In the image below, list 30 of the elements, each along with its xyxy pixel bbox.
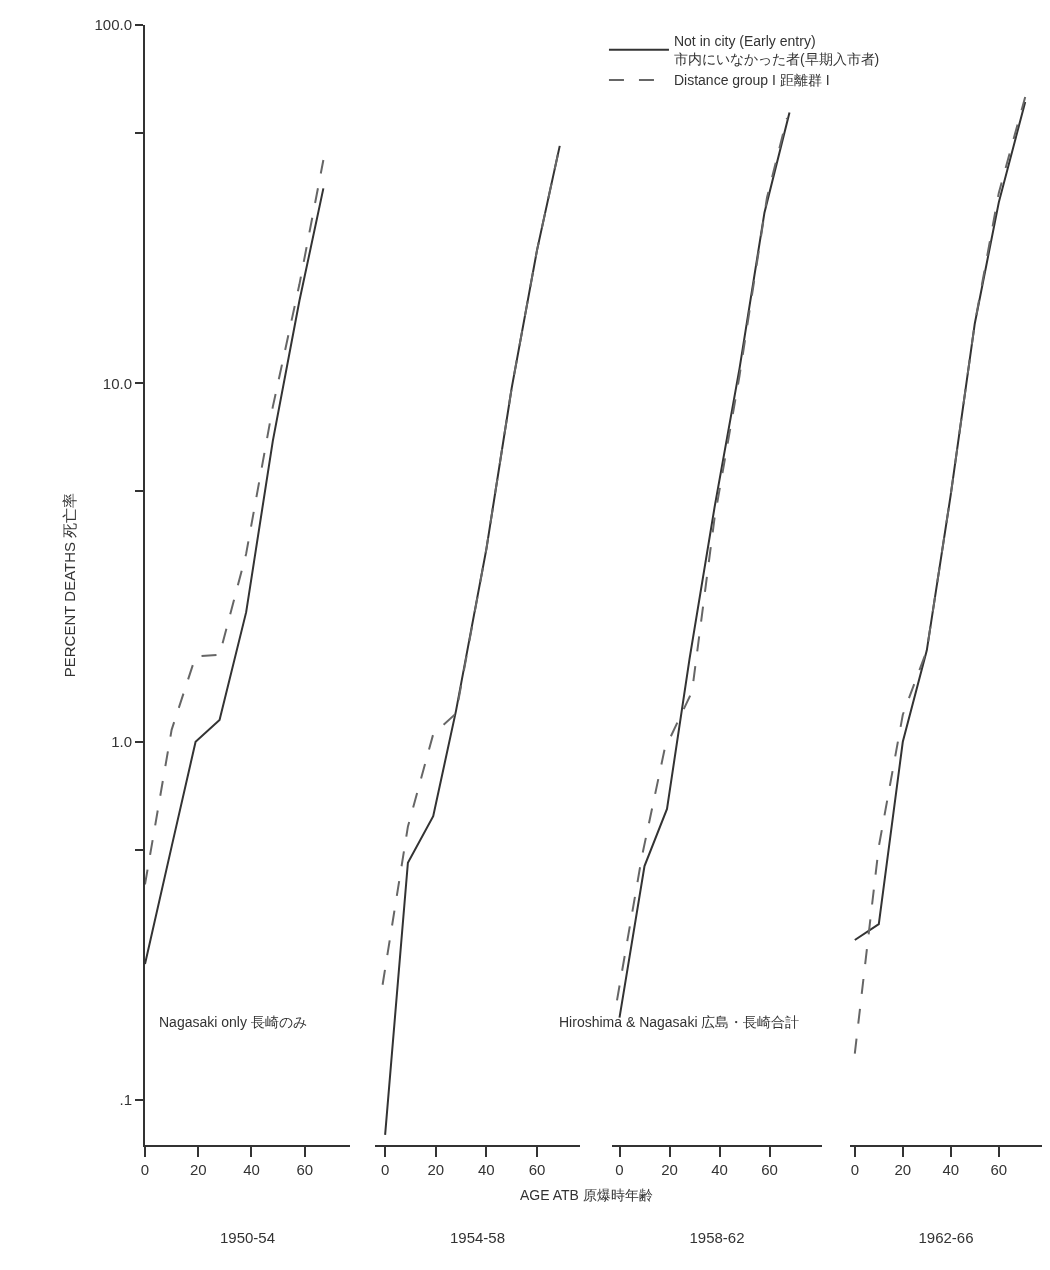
x-tick-label: 20	[661, 1161, 678, 1178]
x-axis-title: 1954-58	[449, 1228, 506, 1246]
y-tick-label: 1.0	[111, 733, 132, 751]
x-tick-label: 20	[427, 1161, 445, 1178]
x-tick-label: 0	[850, 1161, 859, 1178]
x-tick-label: 60	[990, 1161, 1008, 1178]
legend-label: Distance group I 距離群 I	[673, 72, 830, 89]
x-tick-label: 0	[380, 1161, 390, 1178]
x-tick-label: 40	[243, 1161, 260, 1178]
y-axis-title: PERCENT DEATHS 死亡率	[61, 492, 79, 678]
x-tick-label: 20	[189, 1161, 207, 1178]
y-tick-label: .1	[119, 1091, 132, 1109]
x-tick-label: 60	[296, 1161, 314, 1178]
y-tick-label: 100.0	[94, 16, 132, 34]
x-tick-label: 40	[942, 1161, 960, 1178]
x-tick-label: 40	[478, 1161, 495, 1178]
x-axis-title: 1950-54	[219, 1228, 276, 1246]
x-tick-label: 40	[711, 1161, 728, 1178]
legend-label: Not in city (Early entry) 市内にいなかった者(早期入市者)	[673, 33, 880, 68]
x-tick-label: 0	[615, 1161, 624, 1178]
text: AGE ATB 原爆時年齢	[520, 1187, 653, 1203]
x-tick-label: 60	[528, 1161, 546, 1178]
annotation: Nagasaki only 長崎のみ	[159, 1014, 307, 1030]
annotation: Hiroshima & Nagasaki 広島・長崎合計	[559, 1014, 800, 1030]
x-tick-label: 20	[894, 1161, 912, 1178]
x-tick-label: 0	[140, 1161, 150, 1178]
x-tick-label: 60	[761, 1161, 778, 1178]
x-axis-title: 1958-62	[689, 1228, 745, 1246]
x-axis-title: 1962-66	[918, 1228, 974, 1246]
y-tick-label: 10.0	[102, 374, 132, 392]
